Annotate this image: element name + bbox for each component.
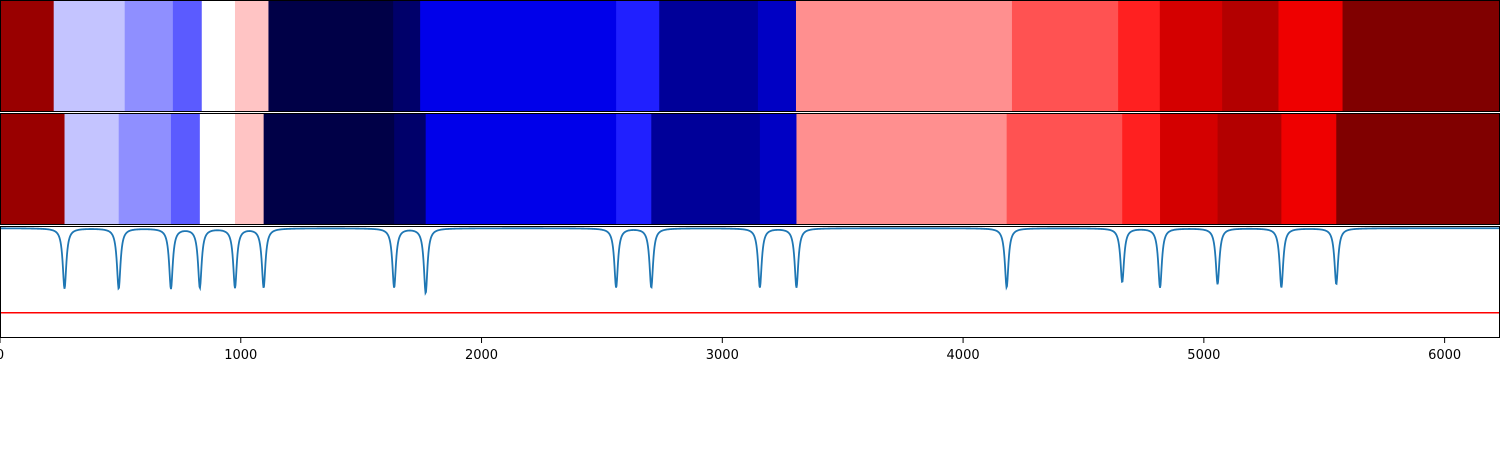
heatmap-cell-row1-seg9	[616, 113, 652, 225]
heatmap-cell-row0-seg11	[757, 0, 797, 112]
heatmap-cell-row0-seg17	[1278, 0, 1344, 112]
panel-frame-2	[0, 226, 1500, 338]
heatmap-cell-row1-seg12	[796, 113, 1008, 225]
heatmap-cell-row1-seg17	[1281, 113, 1337, 225]
heatmap-cell-row0-seg4	[201, 0, 236, 112]
heatmap-cell-row0-seg10	[659, 0, 759, 112]
heatmap-cell-row1-seg3	[170, 113, 201, 225]
heatmap-cell-row1-seg8	[425, 113, 617, 225]
x-tick-label-4000: 4000	[947, 348, 980, 363]
heatmap-cell-row1-seg16	[1217, 113, 1282, 225]
heatmap-cell-row0-seg1	[53, 0, 126, 112]
heatmap-cell-row0-seg18	[1342, 0, 1500, 112]
heatmap-cell-row1-seg0	[0, 113, 66, 225]
heatmap-cell-row0-seg0	[0, 0, 55, 112]
heatmap-cell-row0-seg5	[234, 0, 269, 112]
dip-signal-panel	[0, 227, 1500, 314]
heatmap-cell-row0-seg8	[420, 0, 617, 112]
heatmap-row-bottom	[0, 113, 1500, 225]
heatmap-cell-row1-seg5	[234, 113, 265, 225]
heatmap-cell-row1-seg7	[394, 113, 427, 225]
heatmap-cell-row1-seg15	[1160, 113, 1219, 225]
heatmap-cell-row1-seg14	[1122, 113, 1161, 225]
heatmap-cell-row1-seg18	[1336, 113, 1500, 225]
heatmap-cell-row1-seg2	[118, 113, 172, 225]
x-tick-label-3000: 3000	[706, 348, 739, 363]
heatmap-row-top	[0, 0, 1500, 112]
heatmap-cell-row1-seg10	[651, 113, 761, 225]
x-tick-label-0: 0	[0, 348, 4, 363]
heatmap-cell-row0-seg7	[393, 0, 421, 112]
heatmap-cell-row0-seg12	[795, 0, 1013, 112]
heatmap-cell-row0-seg3	[172, 0, 203, 112]
heatmap-cell-row0-seg6	[268, 0, 394, 112]
x-axis: 0 1000 2000 3000 4000 5000 6000	[0, 338, 1461, 363]
heatmap-cell-row0-seg15	[1159, 0, 1223, 112]
x-tick-label-1000: 1000	[224, 348, 257, 363]
heatmap-cell-row0-seg2	[124, 0, 174, 112]
heatmap-cell-row1-seg13	[1006, 113, 1123, 225]
heatmap-cell-row0-seg16	[1222, 0, 1279, 112]
x-tick-label-6000: 6000	[1428, 348, 1461, 363]
heatmap-cell-row1-seg11	[759, 113, 797, 225]
x-tick-label-5000: 5000	[1187, 348, 1220, 363]
heatmap-cell-row0-seg9	[616, 0, 660, 112]
heatmap-cell-row0-seg14	[1118, 0, 1161, 112]
heatmap-cell-row1-seg6	[263, 113, 395, 225]
x-tick-label-2000: 2000	[465, 348, 498, 363]
heatmap-cell-row1-seg4	[199, 113, 236, 225]
heatmap-cell-row0-seg13	[1011, 0, 1119, 112]
dip-signal-line	[0, 227, 1500, 296]
heatmap-cell-row1-seg1	[64, 113, 120, 225]
